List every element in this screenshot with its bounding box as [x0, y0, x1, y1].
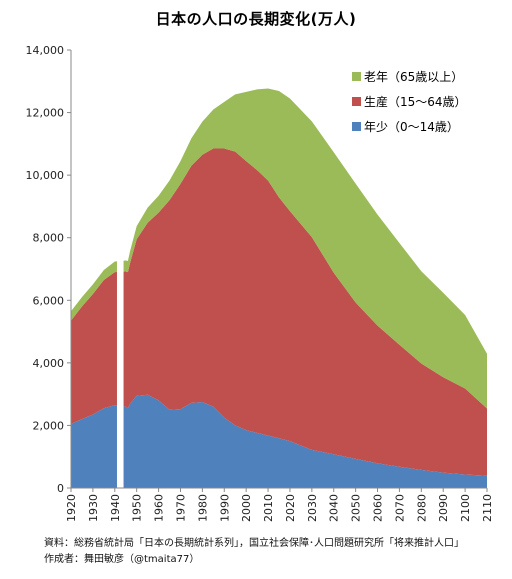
x-tick-labels: 1920 1930 1940 1950 1960 1970 1980 1990 2000 2010…: [65, 488, 494, 522]
x-tick-label: 1980: [196, 494, 209, 522]
y-tick-label: 0: [57, 482, 64, 495]
area-young: [71, 394, 487, 488]
y-tick-label: 8,000: [33, 232, 65, 245]
legend-swatch-elderly: [352, 72, 361, 81]
y-tick-label: 10,000: [26, 169, 65, 182]
x-tick-label: 1940: [109, 494, 122, 522]
data-gap-band: [116, 45, 124, 488]
area-elderly: [71, 88, 487, 409]
chart-axes: [70, 50, 487, 489]
y-tick-label: 2,000: [33, 419, 65, 432]
y-tick-label: 4,000: [33, 357, 65, 370]
y-tick-label: 6,000: [33, 294, 65, 307]
x-tick-label: 2010: [262, 494, 275, 522]
x-tick-label: 1920: [65, 494, 78, 522]
x-tick-label: 1950: [131, 494, 144, 522]
legend-swatch-working: [352, 97, 361, 106]
x-tick-label: 2020: [284, 494, 297, 522]
x-tick-label: 2040: [328, 494, 341, 522]
legend-swatch-young: [352, 122, 361, 131]
x-tick-label: 2110: [481, 494, 494, 522]
x-tick-label: 2030: [306, 494, 319, 522]
author-note: 作成者：舞田敏彦（@tmaita77）: [44, 554, 200, 565]
x-tick-label: 1930: [87, 494, 100, 522]
area-working: [71, 148, 487, 476]
legend-label-elderly: 老年（65歳以上）: [364, 70, 463, 84]
x-tick-label: 2100: [459, 494, 472, 522]
chart-footer: 資料：総務省統計局「日本の長期統計系列」，国立社会保障･人口問題研究所「将来推計…: [44, 536, 504, 568]
y-tick-label: 12,000: [26, 107, 65, 120]
series-areas: [71, 45, 487, 488]
x-tick-label: 2050: [350, 494, 363, 522]
x-tick-label: 2090: [437, 494, 450, 522]
source-note: 資料：総務省統計局「日本の長期統計系列」，国立社会保障･人口問題研究所「将来推計…: [44, 538, 464, 549]
legend-label-young: 年少（0〜14歳）: [364, 120, 459, 134]
chart-title: 日本の人口の長期変化(万人): [155, 10, 357, 28]
x-tick-label: 2060: [372, 494, 385, 522]
y-tick-labels: 0 2,000 4,000 6,000 8,000 10,000 12,000 14,000: [26, 44, 71, 495]
chart-legend: 老年（65歳以上） 生産（15〜64歳） 年少（0〜14歳）: [352, 70, 467, 134]
x-tick-label: 2070: [393, 494, 406, 522]
x-tick-label: 1960: [153, 494, 166, 522]
x-tick-label: 2000: [240, 494, 253, 522]
legend-label-working: 生産（15〜64歳）: [364, 94, 467, 109]
y-tick-label: 14,000: [26, 44, 65, 57]
x-tick-label: 2080: [415, 494, 428, 522]
x-tick-label: 1970: [174, 494, 187, 522]
x-tick-label: 1990: [218, 494, 231, 522]
